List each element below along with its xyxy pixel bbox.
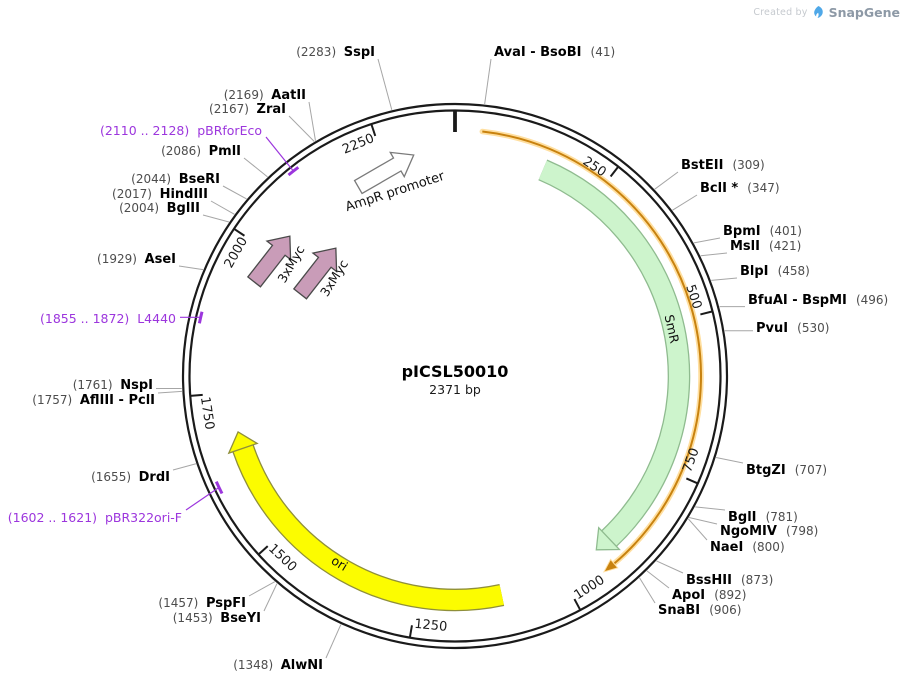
- tick-750: [685, 477, 699, 485]
- tick-1500: [257, 545, 269, 556]
- tick-label-1750: 1750: [197, 396, 217, 431]
- feature-label-SmR: SmR: [662, 313, 683, 345]
- primer-label-pBRforEco: (2110 .. 2128) pBRforEco: [100, 123, 262, 138]
- enzyme-label-BglII: (2004) BglII: [119, 201, 200, 216]
- enzyme-label-ZraI: (2167) ZraI: [209, 102, 286, 117]
- primer-mark-pBR322ori-F: [214, 480, 224, 495]
- enzyme-leader-ApoI: [646, 570, 670, 589]
- tick-label-750: 750: [680, 446, 702, 474]
- enzyme-leader-AvaI - BsoBI: [484, 58, 492, 105]
- tick-2000: [233, 227, 245, 237]
- plasmid-size: 2371 bp: [429, 382, 481, 397]
- watermark-brand: SnapGene: [828, 5, 900, 20]
- plasmid-title: pICSL50010: [402, 362, 509, 381]
- enzyme-label-BseYI: (1453) BseYI: [173, 611, 261, 626]
- enzyme-label-NgoMIV: NgoMIV (798): [720, 524, 818, 539]
- enzyme-leader-BclI *: [672, 194, 698, 211]
- snapgene-logo-icon: [813, 6, 823, 18]
- feature-arrowhead-ori: [227, 430, 259, 455]
- enzyme-label-NspI: (1761) NspI: [73, 378, 153, 393]
- tick-1000: [573, 598, 582, 611]
- enzyme-label-PvuI: PvuI (530): [756, 321, 829, 336]
- tick-label-500: 500: [682, 283, 704, 311]
- enzyme-leader-BstEII: [654, 171, 679, 190]
- enzyme-leader-NaeI: [687, 518, 708, 541]
- enzyme-label-BtgZI: BtgZI (707): [746, 463, 827, 478]
- enzyme-leader-HindIII: [210, 200, 235, 215]
- enzyme-label-DrdI: (1655) DrdI: [91, 470, 170, 485]
- primer-mark-L4440: [197, 311, 204, 324]
- backbone-ring-outer: [181, 102, 729, 650]
- enzyme-leader-BssHII: [656, 560, 684, 574]
- enzyme-leader-MslI: [700, 252, 728, 257]
- tick-label-1250: 1250: [414, 617, 448, 635]
- primer-mark-pBRforEco: [287, 166, 300, 177]
- free-arrow-3xMyc-1: [246, 235, 292, 288]
- enzyme-leader-ZraI: [288, 115, 315, 142]
- enzyme-leader-AlwNI: [325, 624, 342, 659]
- enzyme-label-AlwNI: (1348) AlwNI: [233, 658, 323, 673]
- enzyme-leader-AatII: [308, 101, 316, 141]
- feature-arrowhead-SmR: [595, 526, 621, 551]
- free-arrow-3xMyc-2: [292, 247, 338, 300]
- enzyme-label-AvaI - BsoBI: AvaI - BsoBI (41): [494, 45, 615, 60]
- watermark-created-by: Created by: [753, 7, 808, 18]
- enzyme-label-AseI: (1929) AseI: [97, 252, 176, 267]
- enzyme-label-BclI *: BclI * (347): [700, 181, 780, 196]
- primer-label-pBR322ori-F: (1602 .. 1621) pBR322ori-F: [8, 510, 182, 525]
- enzyme-leader-NgoMIV: [688, 517, 718, 525]
- enzyme-label-AatII: (2169) AatII: [224, 88, 306, 103]
- tick-2250: [370, 123, 377, 137]
- enzyme-label-BstEII: BstEII (309): [681, 158, 765, 173]
- enzyme-leader-BtgZI: [715, 457, 744, 464]
- enzyme-leader-BseRI: [222, 185, 247, 200]
- enzyme-leader-AseI: [178, 265, 204, 271]
- enzyme-label-MslI: MslI (421): [730, 239, 801, 254]
- free-arrow-AmpR-promoter: [353, 151, 415, 195]
- feature-label-ori: ori: [329, 553, 351, 574]
- free-arrow-label-AmpR-promoter: AmpR promoter: [344, 169, 447, 215]
- feature-arc-ori: [233, 444, 504, 610]
- feature-line-SmR-gene: [482, 130, 702, 565]
- enzyme-label-SspI: (2283) SspI: [296, 45, 375, 60]
- enzyme-leader-AflIII - PclI: [157, 390, 182, 394]
- enzyme-label-BlpI: BlpI (458): [740, 264, 810, 279]
- enzyme-label-HindIII: (2017) HindIII: [112, 187, 208, 202]
- enzyme-leader-DrdI: [172, 463, 197, 471]
- enzyme-label-SnaBI: SnaBI (906): [658, 603, 741, 618]
- feature-line-arrowhead-SmR-gene: [603, 558, 619, 573]
- enzyme-label-ApoI: ApoI (892): [672, 588, 746, 603]
- enzyme-label-BpmI: BpmI (401): [723, 224, 802, 239]
- primer-leader-pBR322ori-F: [185, 487, 219, 511]
- enzyme-leader-BglI: [695, 506, 726, 511]
- enzyme-leader-SspI: [377, 58, 393, 111]
- feature-arc-SmR: [538, 160, 689, 546]
- watermark: Created by SnapGene: [753, 5, 900, 20]
- enzyme-label-PmlI: (2086) PmlI: [161, 144, 241, 159]
- enzyme-leader-BseYI: [263, 583, 278, 612]
- enzyme-leader-PspFI: [248, 581, 276, 597]
- enzyme-label-BfuAI - BspMI: BfuAI - BspMI (496): [748, 293, 888, 308]
- tick-1750: [190, 393, 203, 397]
- enzyme-label-BseRI: (2044) BseRI: [131, 172, 220, 187]
- enzyme-leader-PmlI: [243, 157, 268, 178]
- tick-500: [700, 310, 713, 316]
- enzyme-leader-SnaBI: [639, 577, 656, 604]
- enzyme-label-BglI: BglI (781): [728, 510, 798, 525]
- enzyme-leader-BlpI: [711, 277, 738, 281]
- tick-250: [609, 166, 620, 178]
- tick-label-1000: 1000: [572, 573, 608, 603]
- enzyme-label-BssHII: BssHII (873): [686, 573, 773, 588]
- enzyme-leader-BglII: [202, 214, 230, 223]
- primer-label-L4440: (1855 .. 1872) L4440: [40, 311, 176, 326]
- enzyme-leader-BpmI: [693, 237, 721, 244]
- enzyme-label-AflIII - PclI: (1757) AflIII - PclI: [32, 393, 155, 408]
- tick-1250: [408, 625, 413, 638]
- enzyme-label-NaeI: NaeI (800): [710, 540, 785, 555]
- enzyme-label-PspFI: (1457) PspFI: [158, 596, 246, 611]
- primer-leader-pBRforEco: [265, 136, 294, 171]
